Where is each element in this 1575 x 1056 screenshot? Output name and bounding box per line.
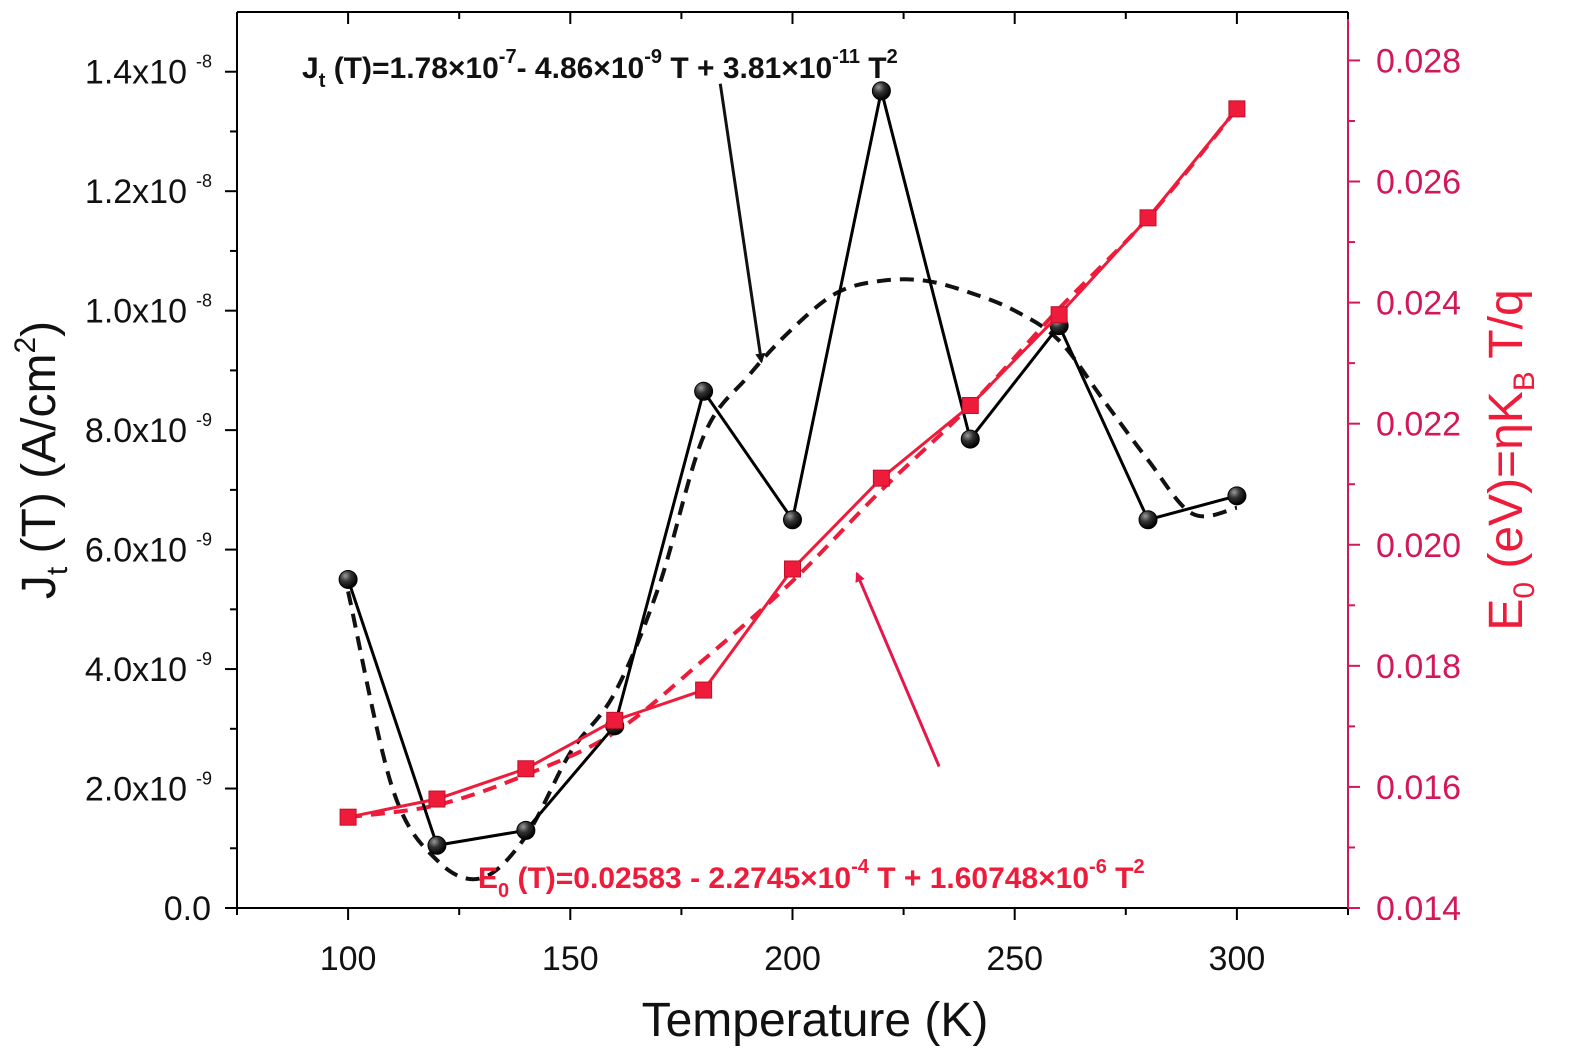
series-right-group [339, 100, 1246, 826]
left-eq-sup2: -9 [644, 46, 662, 68]
y-left-tick-label-1: 2.0x10 [85, 771, 187, 809]
y-right-tick-label-7: 0.028 [1376, 42, 1461, 80]
series-left-point-4 [694, 381, 714, 401]
series-right-point-3 [606, 711, 624, 729]
series-left-point-0 [338, 569, 358, 589]
series-right-point-5 [784, 560, 801, 578]
series-right-point-4 [695, 681, 713, 699]
series-right-line [347, 107, 1239, 819]
y-right-axis-title: E0 (eV)=ηKB T/q [1480, 289, 1541, 630]
y-right-tick-label-6: 0.026 [1376, 164, 1461, 202]
y-left-tick-label-0: 0.0 [164, 890, 211, 928]
right-eq-part3: T [1107, 862, 1134, 895]
y-right-tick-label-4: 0.022 [1376, 406, 1461, 444]
series-right-point-1 [428, 790, 446, 808]
x-tick-label-1: 150 [542, 940, 599, 978]
right-annotation-arrow [855, 571, 941, 768]
right-eq-part2: T + 1.60748×10 [869, 862, 1089, 895]
y-left-title-a-sub: t [41, 566, 74, 575]
fit-left-curve [346, 277, 1238, 882]
annotation-arrows [718, 83, 941, 768]
left-eq-part1: (T)=1.78×10 [325, 52, 498, 85]
series-right-point-8 [1050, 306, 1068, 324]
series-right-point-0 [339, 808, 357, 826]
series-left-group [338, 81, 1247, 855]
y-left-title-a: J [13, 575, 66, 599]
series-right-point-6 [872, 469, 890, 487]
left-eq-lead: J [302, 52, 319, 85]
fit-right-curve [347, 107, 1239, 820]
y-left-tick-label-6: 1.2x10 [85, 173, 187, 211]
series-left-point-10 [1227, 486, 1247, 506]
series-right-point-10 [1228, 100, 1246, 118]
y-left-tick-exp-4: -9 [196, 410, 212, 430]
x-tick-label-4: 300 [1209, 940, 1266, 978]
x-ticks: 100 150 200 250 300 [236, 12, 1349, 978]
x-axis-title: Temperature (K) [642, 994, 989, 1047]
y-left-tick-exp-5: -8 [196, 291, 212, 311]
plot-frame [236, 11, 1349, 909]
y-right-tick-label-2: 0.018 [1376, 648, 1461, 686]
y-left-tick-label-3: 6.0x10 [85, 532, 187, 570]
right-eq-sup1: -4 [851, 856, 870, 878]
y-left-tick-label-4: 8.0x10 [85, 412, 187, 450]
x-tick-label-0: 100 [320, 940, 377, 978]
right-eq-sup2: -6 [1089, 856, 1107, 878]
left-eq-sup1: -7 [499, 46, 517, 68]
series-left-point-1 [427, 835, 447, 855]
left-eq-lead-sub: t [319, 70, 326, 92]
left-eq-sup3: -11 [832, 46, 860, 68]
left-eq-part3: T + 3.81×10 [662, 52, 832, 85]
series-left-point-6 [871, 81, 891, 101]
y-left-tick-label-2: 4.0x10 [85, 651, 187, 689]
y-right-title-c: T/q [1480, 289, 1533, 371]
y-left-title-b-sup: 2 [9, 337, 42, 354]
y-right-title-a: E [1480, 599, 1533, 631]
series-right-point-7 [961, 397, 979, 415]
y-left-tick-exp-3: -9 [196, 530, 212, 550]
y-left-tick-label-7: 1.4x10 [85, 54, 187, 92]
y-right-title-a-sub: 0 [1508, 582, 1541, 599]
y-right-tick-label-1: 0.016 [1376, 769, 1461, 807]
y-left-tick-exp-6: -8 [196, 171, 212, 191]
y-left-ticks: 0.0 2.0x10 -9 4.0x10 -9 6.0x10 -9 8.0x10 -9 1.0x1… [85, 52, 237, 928]
y-left-title-b: (T) (A/cm [13, 354, 66, 567]
y-left-axis-title: Jt (T) (A/cm2) [9, 321, 74, 599]
series-left-point-2 [516, 820, 536, 840]
x-tick-label-2: 200 [764, 940, 821, 978]
y-left-tick-exp-1: -9 [196, 769, 212, 789]
y-left-tick-exp-7: -8 [196, 52, 212, 72]
series-left-point-5 [783, 510, 802, 530]
fit-right-group [347, 107, 1239, 820]
series-right-point-9 [1139, 209, 1157, 227]
series-left-point-7 [960, 429, 980, 449]
right-eq-lead-sub: 0 [498, 880, 509, 902]
y-right-title-b-sub: B [1508, 371, 1541, 391]
left-equation: Jt (T)=1.78×10-7- 4.86×10-9 T + 3.81×10-… [302, 46, 898, 92]
right-eq-part1: (T)=0.02583 - 2.2745×10 [509, 862, 851, 895]
y-right-tick-label-3: 0.020 [1376, 527, 1461, 565]
left-eq-part2: - 4.86×10 [517, 52, 645, 85]
y-right-ticks: 0.014 0.016 0.018 0.020 0.022 0.024 0.026 0.028 [1348, 42, 1461, 928]
y-right-tick-label-0: 0.014 [1376, 890, 1461, 928]
series-left-line [346, 90, 1238, 847]
fit-left-group [346, 277, 1238, 882]
series-right-point-2 [517, 760, 535, 778]
right-eq-sup3: 2 [1134, 856, 1145, 878]
left-annotation-arrow [718, 83, 766, 364]
y-right-tick-label-5: 0.024 [1376, 285, 1461, 323]
y-left-tick-label-5: 1.0x10 [85, 293, 187, 331]
y-left-title-c: ) [13, 321, 66, 337]
x-tick-label-3: 250 [986, 940, 1043, 978]
left-eq-part4: T [860, 52, 887, 85]
right-eq-lead: E [478, 862, 498, 895]
series-left-point-9 [1138, 510, 1158, 530]
y-left-tick-exp-2: -9 [196, 649, 212, 669]
left-eq-sup4: 2 [887, 46, 898, 68]
y-right-title-b: (eV)=ηK [1480, 391, 1533, 582]
right-equation: E0 (T)=0.02583 - 2.2745×10-4 T + 1.60748… [478, 856, 1145, 902]
